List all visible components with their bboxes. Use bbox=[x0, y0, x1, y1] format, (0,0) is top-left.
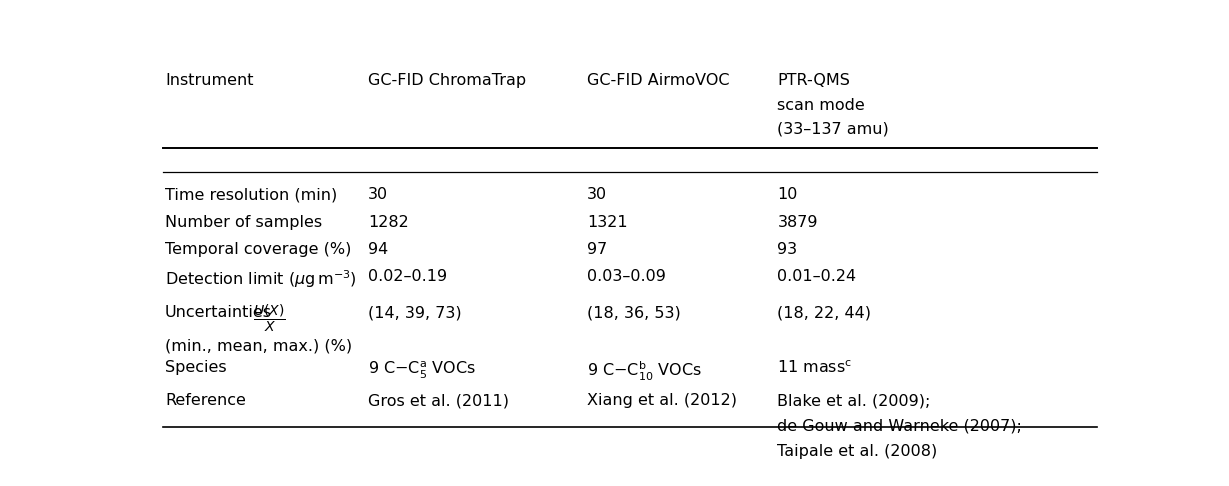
Text: Species: Species bbox=[165, 360, 226, 375]
Text: 3879: 3879 bbox=[778, 215, 819, 230]
Text: 10: 10 bbox=[778, 188, 798, 203]
Text: GC-FID ChromaTrap: GC-FID ChromaTrap bbox=[367, 73, 526, 88]
Text: (33–137 amu): (33–137 amu) bbox=[778, 122, 890, 137]
Text: 1321: 1321 bbox=[587, 215, 628, 230]
Text: PTR-QMS: PTR-QMS bbox=[778, 73, 850, 88]
Text: Xiang et al. (2012): Xiang et al. (2012) bbox=[587, 393, 737, 408]
Text: Instrument: Instrument bbox=[165, 73, 253, 88]
Text: 0.02–0.19: 0.02–0.19 bbox=[367, 269, 447, 284]
Text: (min., mean, max.) (%): (min., mean, max.) (%) bbox=[165, 339, 353, 354]
Text: 9 C$-$C$_5^{\rm a}$ VOCs: 9 C$-$C$_5^{\rm a}$ VOCs bbox=[367, 360, 476, 381]
Text: Blake et al. (2009);: Blake et al. (2009); bbox=[778, 393, 930, 408]
Text: Reference: Reference bbox=[165, 393, 246, 408]
Text: 97: 97 bbox=[587, 242, 607, 257]
Text: 9 C$-$C$_{10}^{\rm b}$ VOCs: 9 C$-$C$_{10}^{\rm b}$ VOCs bbox=[587, 360, 702, 383]
Text: (14, 39, 73): (14, 39, 73) bbox=[367, 305, 462, 320]
Text: de Gouw and Warneke (2007);: de Gouw and Warneke (2007); bbox=[778, 419, 1023, 434]
Text: GC-FID AirmoVOC: GC-FID AirmoVOC bbox=[587, 73, 730, 88]
Text: Temporal coverage (%): Temporal coverage (%) bbox=[165, 242, 351, 257]
Text: 30: 30 bbox=[367, 188, 388, 203]
Text: Gros et al. (2011): Gros et al. (2011) bbox=[367, 393, 509, 408]
Text: $\dfrac{U(X)}{X}$: $\dfrac{U(X)}{X}$ bbox=[253, 302, 285, 334]
Text: 11 mass$^{\rm c}$: 11 mass$^{\rm c}$ bbox=[778, 360, 853, 376]
Text: 30: 30 bbox=[587, 188, 607, 203]
Text: 1282: 1282 bbox=[367, 215, 409, 230]
Text: 94: 94 bbox=[367, 242, 388, 257]
Text: 0.01–0.24: 0.01–0.24 bbox=[778, 269, 857, 284]
Text: (18, 36, 53): (18, 36, 53) bbox=[587, 305, 681, 320]
Text: Number of samples: Number of samples bbox=[165, 215, 322, 230]
Text: Taipale et al. (2008): Taipale et al. (2008) bbox=[778, 444, 938, 459]
Text: 93: 93 bbox=[778, 242, 798, 257]
Text: (18, 22, 44): (18, 22, 44) bbox=[778, 305, 871, 320]
Text: Time resolution (min): Time resolution (min) bbox=[165, 188, 337, 203]
Text: scan mode: scan mode bbox=[778, 98, 865, 113]
Text: Uncertainties: Uncertainties bbox=[165, 305, 272, 320]
Text: Detection limit ($\mu$g$\,$m$^{-3}$): Detection limit ($\mu$g$\,$m$^{-3}$) bbox=[165, 269, 356, 290]
Text: 0.03–0.09: 0.03–0.09 bbox=[587, 269, 666, 284]
